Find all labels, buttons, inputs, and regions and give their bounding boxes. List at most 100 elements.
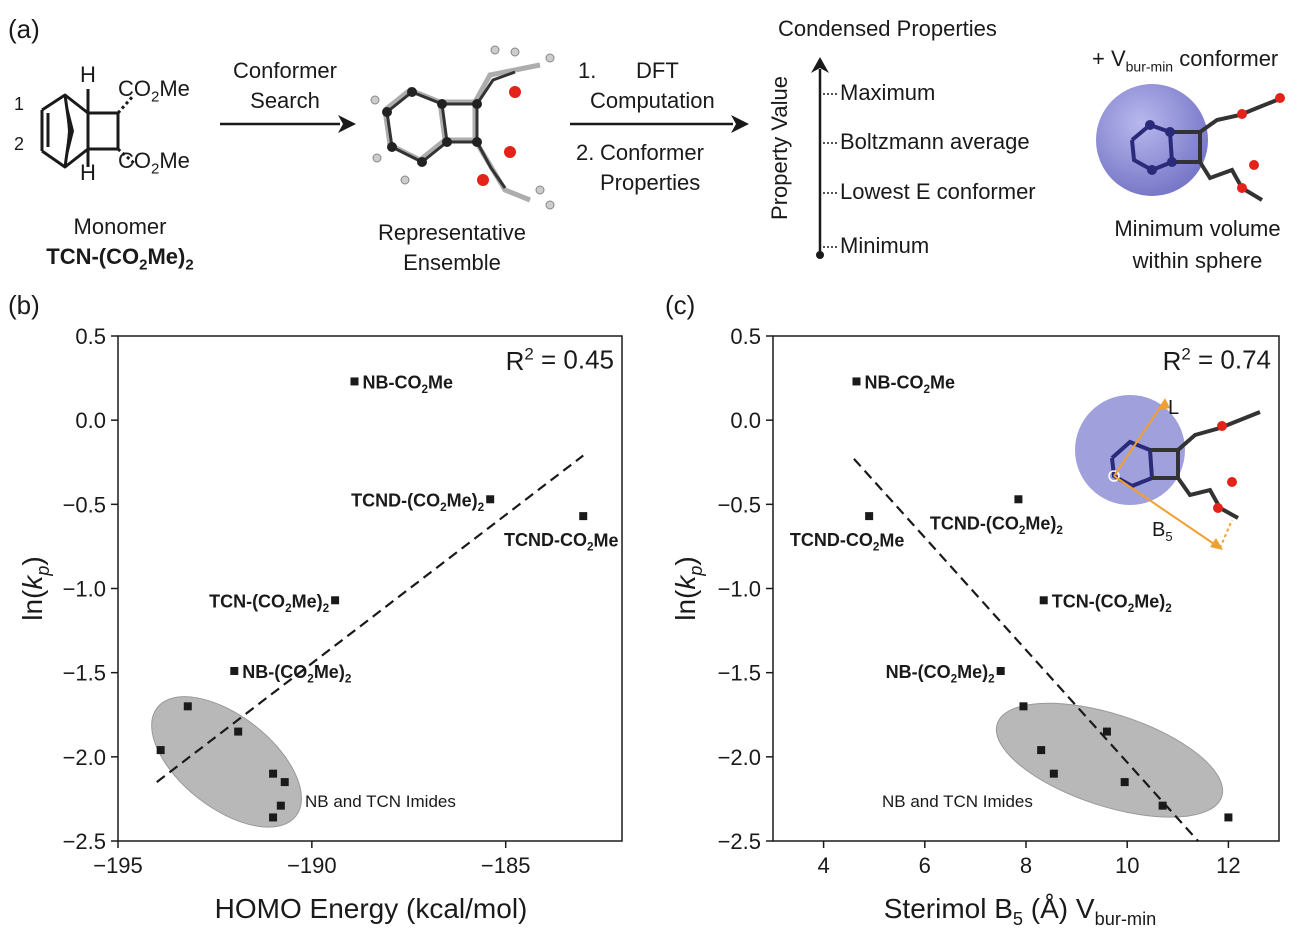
ester-bottom-label: CO2Me — [118, 148, 190, 178]
x-tick-label: 12 — [1216, 853, 1240, 878]
y-tick-label: −2.5 — [718, 829, 761, 854]
x-tick-label: 8 — [1020, 853, 1032, 878]
data-point — [276, 801, 285, 810]
sphere-line2: within sphere — [1132, 248, 1263, 273]
point-label: TCND-(CO2Me)2 — [930, 513, 1064, 537]
position-2-label: 2 — [14, 134, 25, 154]
y-tick-label: −2.5 — [63, 829, 106, 854]
y-tick-label: −2.0 — [718, 745, 761, 770]
y-axis-label: ln(kp) — [670, 556, 706, 620]
fit-line — [853, 458, 1199, 842]
inset-oxygen — [1227, 477, 1237, 487]
y-tick-label: −2.0 — [63, 745, 106, 770]
y-tick-label: 0.5 — [730, 324, 761, 349]
ensemble-line2: Ensemble — [403, 250, 501, 275]
inset-B5-arrow — [1113, 475, 1221, 549]
data-point — [269, 813, 278, 822]
r-squared-label: R2 = 0.74 — [1163, 344, 1271, 376]
data-point — [1014, 495, 1023, 504]
vbur-title: + Vbur-min conformer — [1092, 46, 1279, 75]
data-point — [486, 495, 495, 504]
data-point — [1158, 801, 1167, 810]
data-point — [1037, 746, 1046, 755]
monomer-name: TCN-(CO2Me)2 — [46, 244, 194, 274]
point-label: NB-CO2Me — [362, 372, 453, 396]
y-tick-label: 0.0 — [75, 408, 106, 433]
point-label: NB-CO2Me — [864, 372, 955, 396]
point-label: TCN-(CO2Me)2 — [1052, 591, 1173, 615]
data-point — [269, 769, 278, 778]
level-minimum: Minimum — [840, 233, 930, 258]
cluster-ellipse — [995, 702, 1224, 818]
data-point — [1039, 596, 1048, 605]
y-tick-label: −0.5 — [63, 492, 106, 517]
inset-oxygen — [1217, 421, 1227, 431]
inset-origin — [1108, 470, 1120, 482]
x-tick-label: −185 — [481, 853, 531, 878]
data-point — [280, 778, 289, 787]
y-tick-label: −1.5 — [718, 661, 761, 686]
h-top-label: H — [80, 62, 96, 87]
cluster-ellipse — [151, 696, 302, 828]
step2-num2: 2. — [576, 140, 595, 165]
cluster-label: NB and TCN Imides — [882, 792, 1033, 811]
x-axis-label: HOMO Energy (kcal/mol) — [215, 893, 528, 924]
inset-B5-arrowhead — [1210, 538, 1223, 550]
data-point — [1224, 813, 1233, 822]
y-tick-label: 0.5 — [75, 324, 106, 349]
sphere-line1: Minimum volume — [1114, 216, 1281, 241]
y-axis-label: ln(kp) — [17, 556, 53, 620]
y-tick-label: −1.0 — [63, 577, 106, 602]
arrow-conformer-search — [220, 115, 356, 133]
inset-ester-top — [1176, 410, 1261, 452]
data-point — [579, 512, 588, 521]
step2-word1: DFT — [636, 58, 679, 83]
property-axis-arrow — [811, 57, 839, 259]
data-point — [234, 727, 243, 736]
data-point — [183, 702, 192, 711]
ensemble-line1: Representative — [378, 220, 526, 245]
level-maximum: Maximum — [840, 80, 936, 105]
r-squared-label: R2 = 0.45 — [506, 344, 614, 376]
data-point — [852, 377, 861, 386]
fit-line — [156, 454, 584, 783]
data-point — [1049, 769, 1058, 778]
x-tick-label: −195 — [93, 853, 143, 878]
step2-word2: Conformer — [600, 140, 704, 165]
position-1-label: 1 — [14, 94, 25, 114]
x-tick-label: 10 — [1115, 853, 1139, 878]
inset-L-label: L — [1168, 397, 1179, 419]
data-point — [1120, 778, 1129, 787]
inset-L-arrow — [1113, 399, 1166, 477]
point-label: TCND-(CO2Me)2 — [351, 490, 484, 514]
inset-B5-label: B5 — [1152, 519, 1173, 544]
point-label: TCND-CO2Me — [790, 530, 905, 554]
chart-c: NB and TCN Imides 4 6 8 10 12 0.5 0.0 −0.5 −1.0 −1… — [670, 324, 1280, 929]
x-tick-label: 4 — [817, 853, 829, 878]
x-tick-label: −190 — [287, 853, 337, 878]
step2-num1: 1. — [578, 58, 597, 83]
h-bottom-label: H — [80, 160, 96, 185]
cluster-label: NB and TCN Imides — [305, 792, 456, 811]
y-tick-label: 0.0 — [730, 408, 761, 433]
monomer-structure — [40, 89, 136, 169]
x-tick-label: 6 — [919, 853, 931, 878]
inset-oxygen — [1213, 503, 1223, 513]
panel-c-letter: (c) — [665, 290, 696, 320]
data-point — [331, 596, 340, 605]
y-tick-label: −0.5 — [718, 492, 761, 517]
ester-top-label: CO2Me — [118, 76, 190, 106]
data-point — [156, 746, 165, 755]
data-point — [1019, 702, 1028, 711]
data-point — [865, 512, 874, 521]
data-point — [996, 666, 1005, 675]
level-boltzmann: Boltzmann average — [840, 129, 1030, 154]
panel-b-letter: (b) — [8, 290, 40, 320]
condensed-title: Condensed Properties — [778, 16, 997, 41]
inset-cyclobutane — [1150, 448, 1180, 480]
inset-L-arrowhead — [1160, 398, 1170, 410]
inset-sterimol: L B5 — [1075, 395, 1261, 550]
level-lowest-e: Lowest E conformer — [840, 179, 1036, 204]
y-tick-label: −1.0 — [718, 577, 761, 602]
point-label: NB-(CO2Me)2 — [886, 662, 996, 686]
